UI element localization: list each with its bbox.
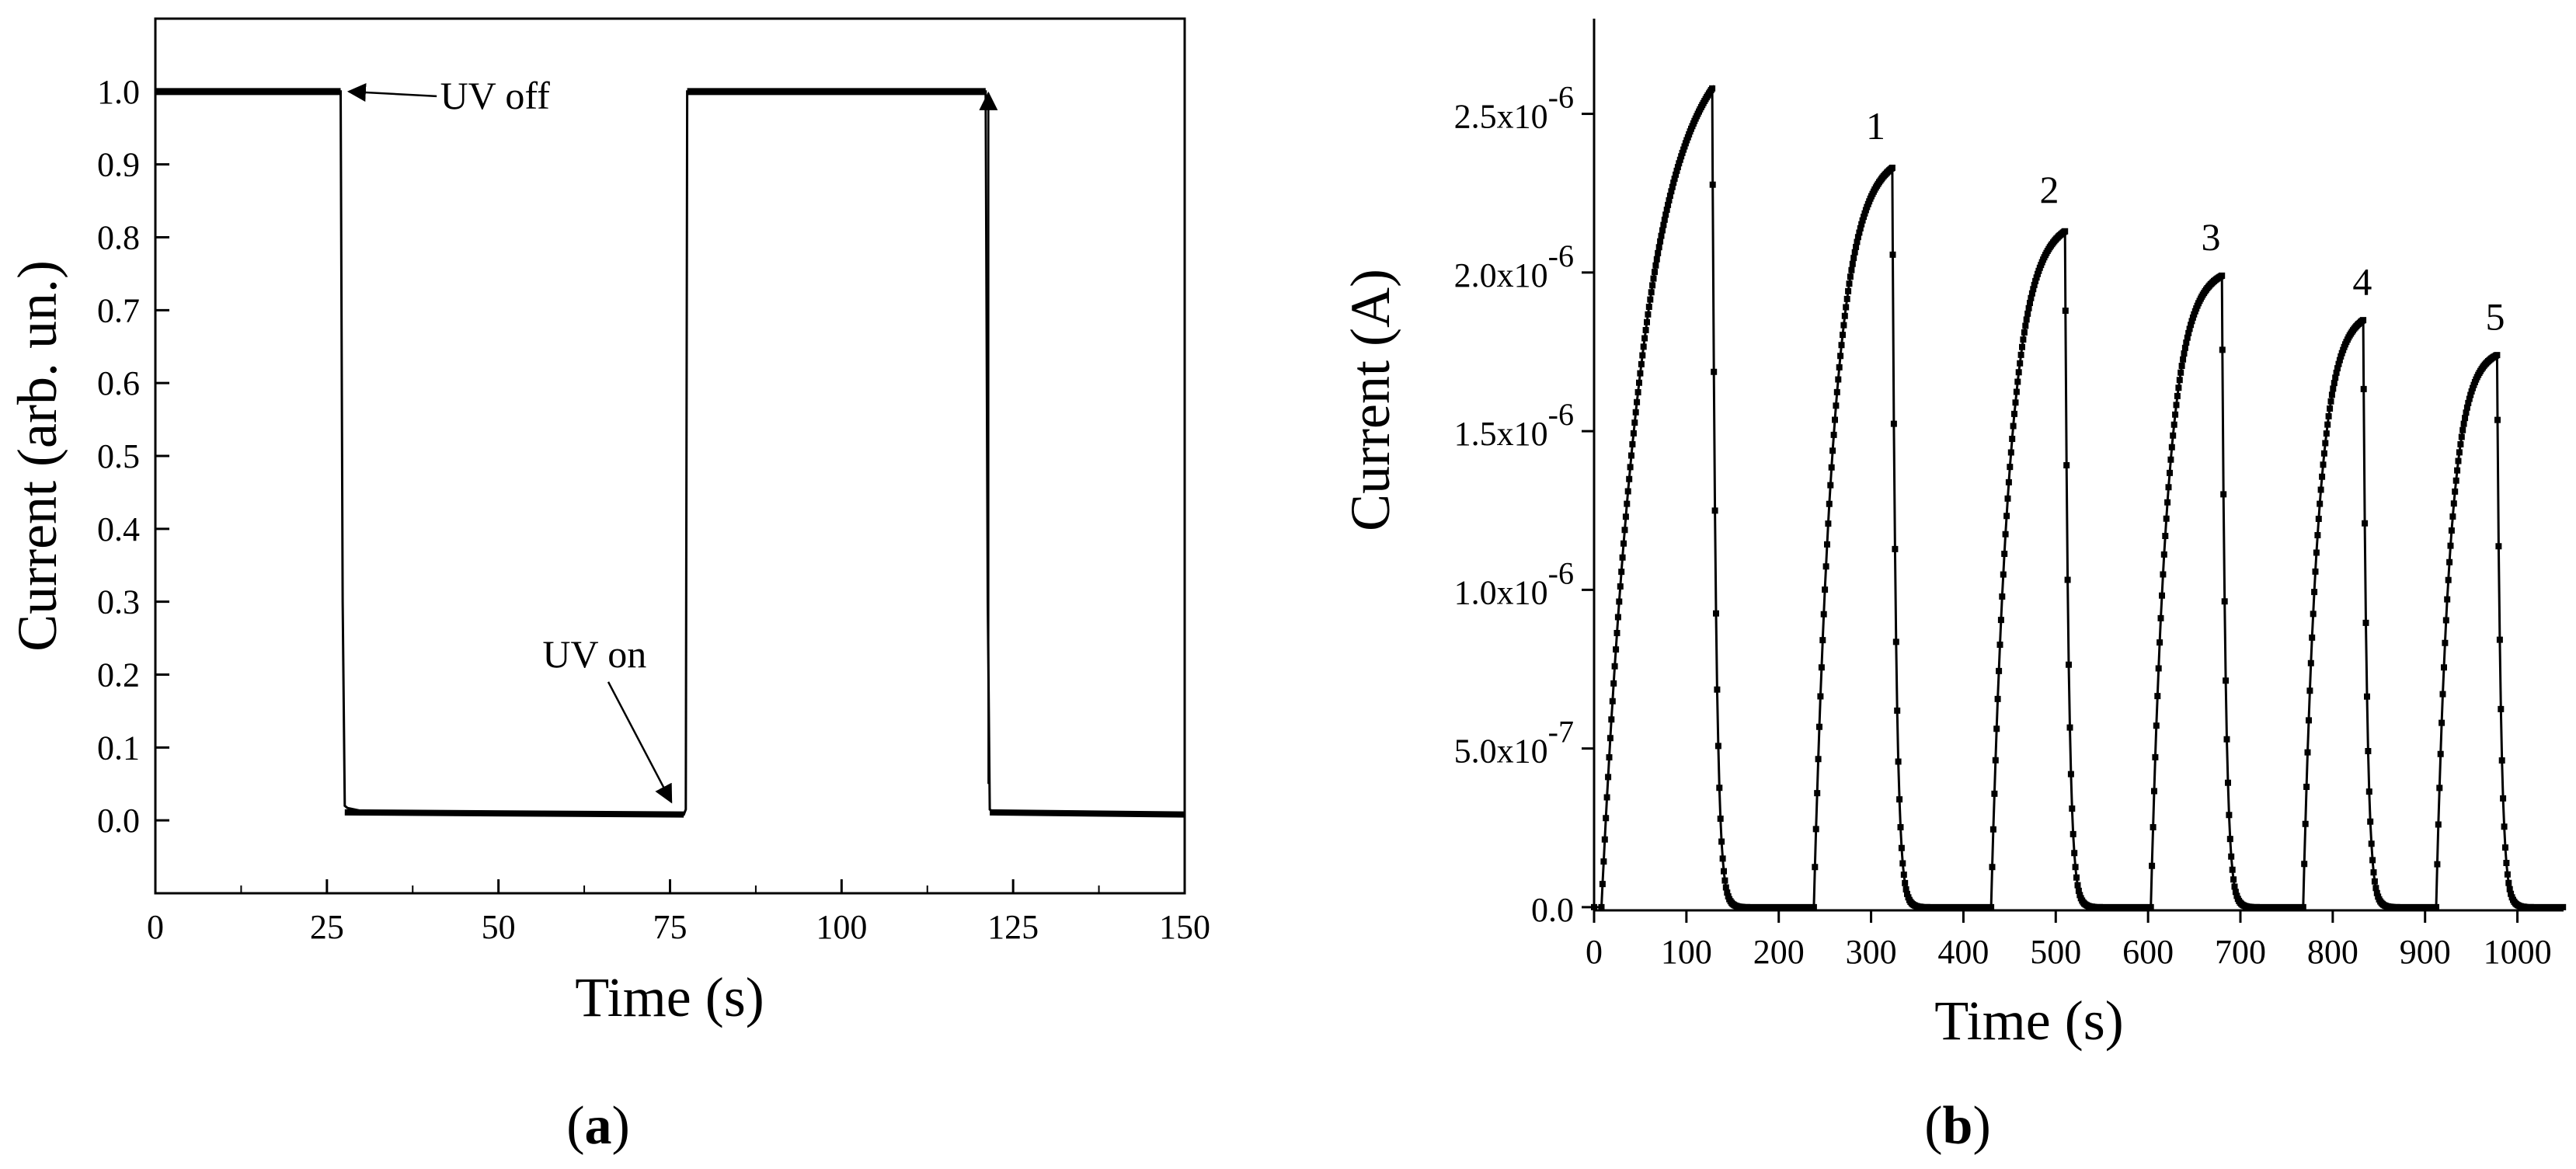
y-tick-label: 0.0 [1531, 891, 1574, 929]
x-tick-label: 75 [653, 908, 688, 946]
panel-a-chart: 0 25 50 75 100 125 150 0.0 0.1 0.2 0.3 0.4 0.5 0.6 0.7… [6, 17, 1210, 1156]
series-line [155, 90, 1185, 817]
peak-label: 5 [2486, 294, 2505, 338]
baseline-marker [990, 809, 1185, 818]
panel-a-y-axis-title: Current (arb. un.) [6, 260, 68, 652]
uv-off-arrow [346, 83, 437, 102]
x-tick-label: 50 [482, 908, 516, 946]
panel-b-x-axis-title: Time (s) [1934, 990, 2123, 1052]
x-tick-label: 800 [2307, 933, 2358, 971]
y-tick-label: 0.0 [97, 802, 140, 840]
y-tick-label: 0.9 [97, 146, 140, 184]
peak-label: 3 [2201, 215, 2220, 259]
uv-on-label: UV on [542, 632, 646, 676]
panel-b-label: (b) [1924, 1096, 1991, 1156]
y-tick-label: 1.0 [97, 73, 140, 111]
panel-a-x-axis-title: Time (s) [575, 966, 764, 1028]
y-tick-label: 1.5x10-6 [1454, 397, 1574, 453]
y-tick-label: 0.6 [97, 364, 140, 402]
x-tick-label: 125 [987, 908, 1039, 946]
x-tick-label: 1000 [2484, 933, 2552, 971]
x-tick-label: 150 [1159, 908, 1210, 946]
x-tick-label: 0 [1586, 933, 1603, 971]
peak-label: 1 [1866, 104, 1885, 148]
x-tick-label: 700 [2215, 933, 2266, 971]
x-tick-label: 300 [1846, 933, 1897, 971]
panel-b-ticks: 0 100 200 300 400 500 600 700 800 900 1000 0.0 5.0x1… [1454, 80, 2552, 971]
y-tick-label: 0.8 [97, 219, 140, 257]
x-tick-label: 500 [2030, 933, 2081, 971]
x-tick-label: 900 [2400, 933, 2451, 971]
x-tick-label: 600 [2122, 933, 2174, 971]
y-tick-label: 5.0x10-7 [1454, 715, 1574, 771]
y-tick-label: 1.0x10-6 [1454, 555, 1574, 611]
x-tick-label: 100 [816, 908, 867, 946]
panel-b-peak-labels: 1 2 3 4 5 [1866, 104, 2505, 338]
x-tick-label: 25 [310, 908, 344, 946]
y-tick-label: 2.5x10-6 [1454, 80, 1574, 136]
panel-b-chart: 0 100 200 300 400 500 600 700 800 900 1000 0.0 5.0x1… [1339, 19, 2567, 1156]
panel-a-plot-frame [154, 17, 1186, 895]
x-tick-label: 400 [1937, 933, 1989, 971]
y-tick-label: 2.0x10-6 [1454, 238, 1574, 294]
y-tick-label: 0.3 [97, 583, 140, 621]
x-tick-label: 200 [1753, 933, 1805, 971]
panel-a-annotations: UV off UV on [346, 74, 998, 804]
panel-b-y-axis-title: Current (A) [1339, 269, 1401, 531]
y-tick-label: 0.2 [97, 656, 140, 694]
series-markers [1591, 85, 2567, 910]
panel-b-series [1591, 84, 2567, 910]
x-tick-label: 100 [1661, 933, 1712, 971]
y-tick-label: 0.4 [97, 510, 140, 548]
panel-a-series [155, 88, 1185, 818]
panel-a-label: (a) [566, 1096, 630, 1156]
uv-on-arrow [607, 681, 673, 804]
peak-label: 2 [2039, 168, 2059, 211]
uv-off-label: UV off [440, 74, 551, 117]
baseline-marker [344, 809, 684, 818]
peak-label: 4 [2352, 259, 2372, 303]
panel-a-ticks: 0 25 50 75 100 125 150 0.0 0.1 0.2 0.3 0.4 0.5 0.6 0.7… [97, 73, 1210, 946]
y-tick-label: 0.1 [97, 729, 140, 767]
series-line [1594, 84, 2564, 909]
x-tick-label: 0 [147, 908, 164, 946]
y-tick-label: 0.5 [97, 437, 140, 475]
y-tick-label: 0.7 [97, 291, 140, 329]
